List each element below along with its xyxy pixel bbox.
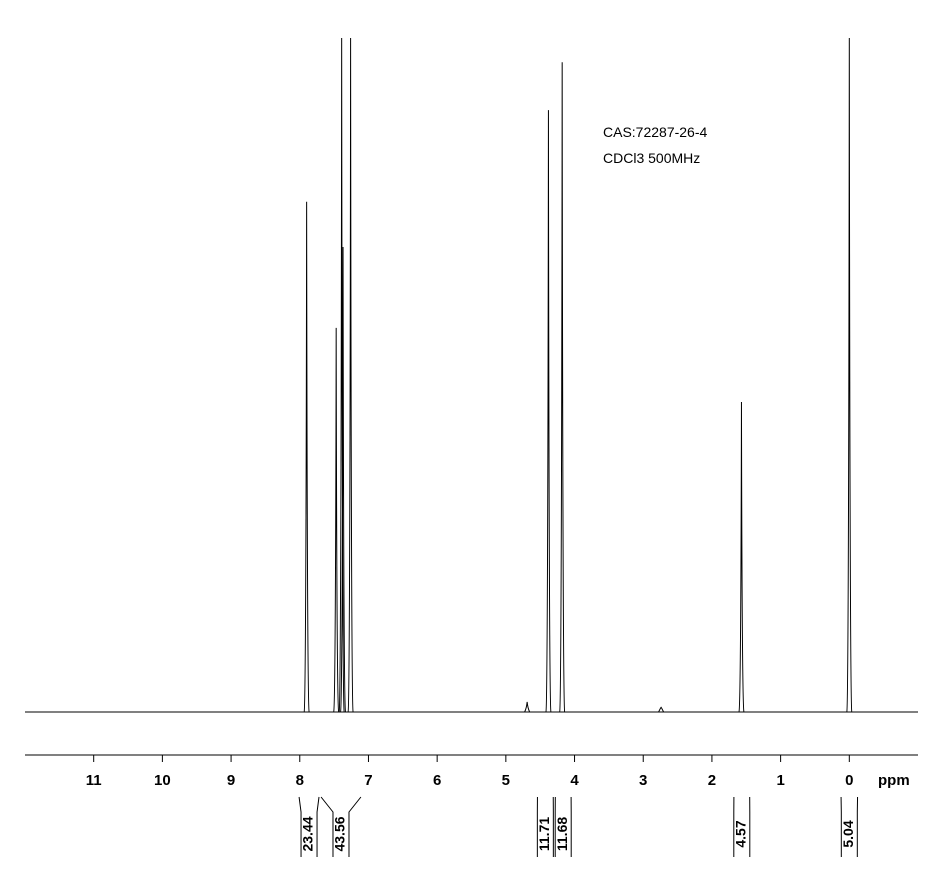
peak [303, 201, 310, 713]
integral-label: 11.71 [536, 817, 552, 851]
x-tick-label: 7 [364, 772, 372, 789]
integral-label: 4.57 [733, 820, 749, 847]
x-tick-label: 3 [639, 772, 647, 789]
annotation: CAS:72287-26-4 [603, 124, 708, 140]
integral-bracket [298, 796, 320, 857]
integral-bracket [554, 796, 572, 857]
x-tick-label: 10 [154, 772, 171, 789]
peak [738, 401, 745, 713]
x-tick-label: 11 [86, 772, 102, 789]
integral-label: 11.68 [554, 817, 570, 851]
x-tick-label: 8 [296, 772, 304, 789]
annotation: CDCl3 500MHz [603, 150, 700, 166]
peak [658, 706, 665, 713]
integral-bracket [840, 796, 859, 857]
peak [545, 110, 552, 713]
peak [524, 701, 531, 713]
integral-label: 23.44 [300, 816, 316, 851]
integral-bracket [320, 796, 362, 857]
integral-label: 5.04 [840, 820, 856, 847]
peak [347, 37, 354, 713]
x-tick-label: 9 [227, 772, 235, 789]
x-tick-label: 4 [570, 772, 579, 789]
integral-bracket [536, 796, 554, 857]
integral-label: 43.56 [332, 816, 348, 851]
x-tick-label: 1 [776, 772, 784, 789]
peak [559, 62, 566, 713]
peak [340, 246, 347, 713]
x-tick-label: 5 [502, 772, 510, 789]
peak [338, 37, 345, 713]
x-tick-label: 0 [845, 772, 853, 789]
x-tick-label: 6 [433, 772, 441, 789]
integral-bracket [733, 796, 751, 857]
peak [333, 327, 340, 713]
x-tick-label: 2 [708, 772, 716, 789]
peak [846, 37, 853, 713]
x-axis-label: ppm [878, 772, 910, 789]
